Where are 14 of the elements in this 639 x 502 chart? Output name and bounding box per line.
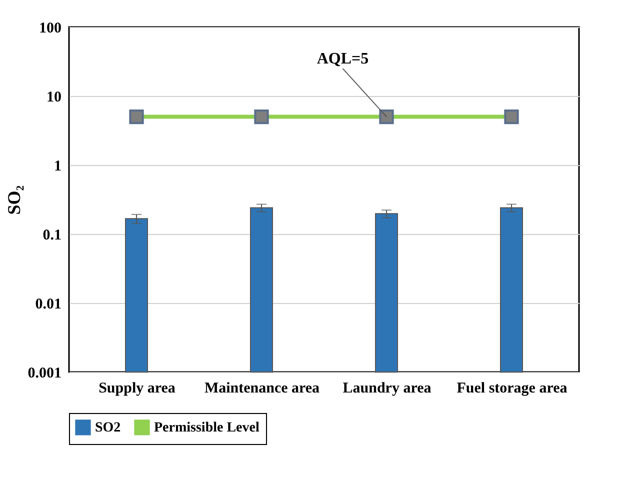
- y-tick-label: 1: [54, 158, 62, 174]
- y-axis-title: SO₂: [4, 185, 24, 215]
- y-tick-label: 0.1: [42, 228, 62, 244]
- legend-label: Permissible Level: [154, 420, 260, 436]
- annotation: AQL=5: [316, 50, 369, 68]
- x-tick-label: Fuel storage area: [456, 380, 568, 396]
- y-tick-label: 0.001: [28, 366, 62, 382]
- y-tick-label: 10: [46, 90, 62, 106]
- x-tick-label: Maintenance area: [204, 380, 320, 396]
- x-tick-label: Laundry area: [342, 380, 432, 396]
- y-tick-label: 0.01: [35, 296, 62, 312]
- legend-label: SO2: [95, 420, 121, 436]
- x-tick-label: Supply area: [98, 380, 176, 396]
- y-tick-label: 100: [39, 20, 62, 36]
